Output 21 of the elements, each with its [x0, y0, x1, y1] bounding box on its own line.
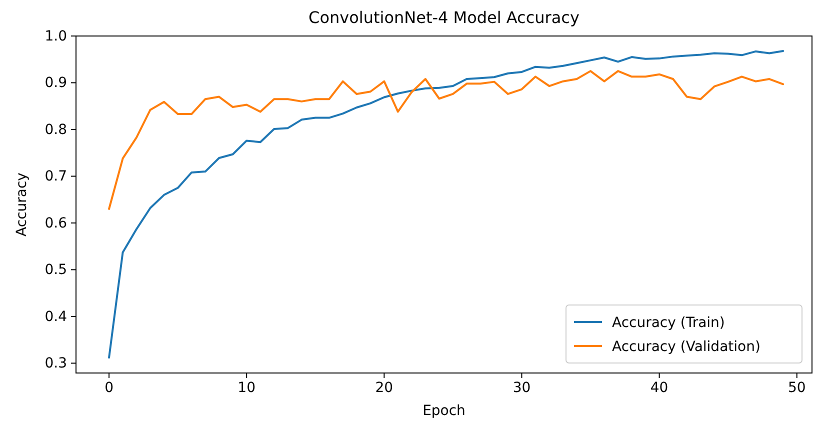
x-tick-label: 10	[238, 380, 256, 396]
x-tick-label: 0	[104, 380, 114, 396]
x-tick-label: 30	[512, 380, 531, 396]
y-tick-label: 0.6	[44, 215, 68, 232]
y-tick-label: 0.9	[44, 75, 67, 92]
y-tick-label: 0.4	[44, 308, 68, 325]
y-tick-label: 0.8	[44, 122, 67, 138]
x-tick-label: 50	[788, 380, 806, 396]
y-tick-label: 0.3	[44, 356, 67, 372]
chart-title: ConvolutionNet-4 Model Accuracy	[308, 8, 580, 27]
legend-label: Accuracy (Validation)	[612, 339, 760, 355]
y-axis-title: Accuracy	[14, 172, 30, 236]
y-tick-label: 0.5	[44, 262, 67, 278]
x-tick-label: 40	[650, 380, 668, 396]
line-series	[108, 70, 784, 210]
y-tick-label: 1.0	[44, 28, 67, 44]
line-series	[108, 50, 784, 359]
x-tick-label: 20	[375, 380, 394, 396]
legend-label: Accuracy (Train)	[612, 315, 725, 331]
x-axis-title: Epoch	[422, 403, 466, 419]
y-tick-label: 0.7	[44, 168, 67, 185]
